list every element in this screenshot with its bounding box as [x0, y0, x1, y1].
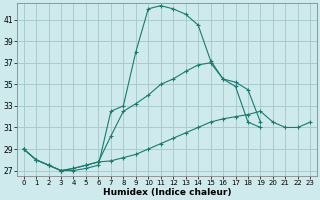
X-axis label: Humidex (Indice chaleur): Humidex (Indice chaleur): [103, 188, 231, 197]
